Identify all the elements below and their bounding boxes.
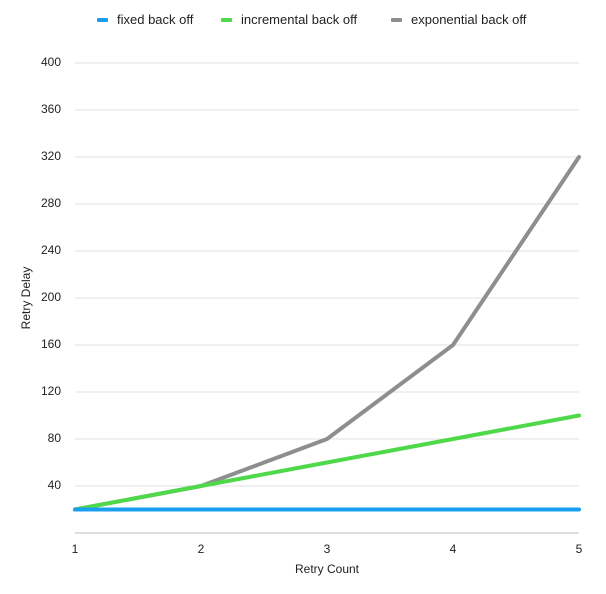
- legend-label-exponential: exponential back off: [411, 12, 527, 27]
- y-tick-label: 400: [41, 55, 61, 69]
- y-tick-label: 40: [48, 478, 62, 492]
- y-tick-label: 80: [48, 431, 62, 445]
- legend-item-incremental: incremental back off: [221, 12, 357, 27]
- y-tick-label: 280: [41, 196, 61, 210]
- gridlines: [75, 62, 579, 534]
- series-line-incremental: [73, 413, 581, 512]
- y-tick-label: 160: [41, 337, 61, 351]
- y-tick-label: 200: [41, 290, 61, 304]
- y-tick-label: 360: [41, 102, 61, 116]
- legend-label-fixed: fixed back off: [117, 12, 194, 27]
- x-tick-label: 4: [450, 542, 457, 556]
- x-tick-label: 5: [576, 542, 583, 556]
- y-tick-label: 320: [41, 149, 61, 163]
- y-tick-label: 240: [41, 243, 61, 257]
- x-tick-label: 2: [198, 542, 205, 556]
- legend-label-incremental: incremental back off: [241, 12, 358, 27]
- x-tick-label: 3: [324, 542, 331, 556]
- legend-item-exponential: exponential back off: [391, 12, 526, 27]
- legend-swatch-exponential: [391, 17, 402, 22]
- y-tick-label: 120: [41, 384, 61, 398]
- series-line-exponential: [73, 155, 581, 512]
- x-axis-ticks: 1 2 3 4 5: [72, 542, 583, 556]
- legend-item-fixed: fixed back off: [97, 12, 193, 27]
- x-axis-title: Retry Count: [295, 562, 360, 576]
- y-axis-title: Retry Delay: [19, 267, 33, 330]
- legend-swatch-fixed: [97, 17, 108, 22]
- legend-swatch-incremental: [221, 17, 232, 22]
- y-axis-ticks: 40 80 120 160 200 240 280 320 360 400: [41, 55, 61, 492]
- series-lines: [73, 155, 581, 512]
- x-tick-label: 1: [72, 542, 79, 556]
- chart-legend: fixed back off incremental back off expo…: [0, 12, 606, 34]
